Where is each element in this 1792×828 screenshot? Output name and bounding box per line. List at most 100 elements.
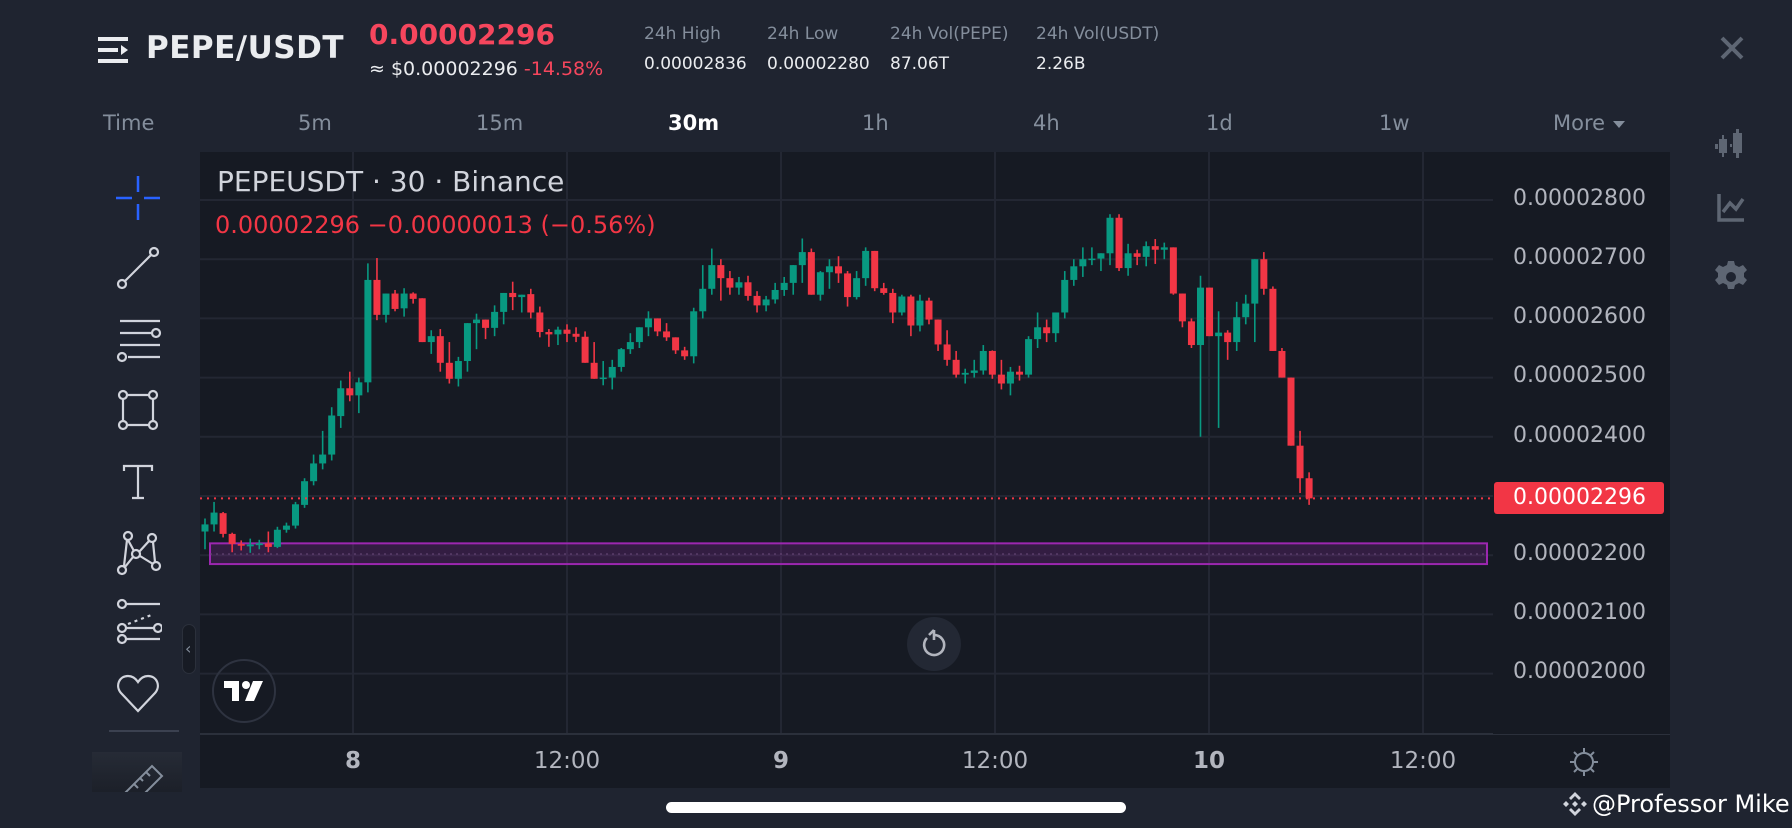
candle-body	[599, 377, 607, 380]
candle-body	[717, 265, 725, 279]
candle-body	[907, 296, 915, 326]
chart-legend-values: 0.00002296 −0.00000013 (−0.56%)	[215, 211, 656, 239]
time-axis-label: 12:00	[533, 748, 601, 774]
candle-body	[228, 533, 236, 544]
stat-label: 24h Low	[767, 24, 839, 44]
candle-body	[1169, 247, 1177, 294]
fib-retracement-tool[interactable]	[114, 315, 162, 363]
trading-pair[interactable]: PEPE/USDT	[146, 30, 344, 66]
time-axis-label: 12:00	[1389, 748, 1457, 774]
price-axis-label: 0.00002100	[1513, 600, 1646, 625]
settings-gear-icon[interactable]	[1714, 260, 1748, 294]
candle-body	[635, 327, 643, 343]
candle-body	[735, 282, 743, 288]
candle-body	[255, 543, 263, 546]
candle-body	[889, 292, 897, 313]
candle-body	[445, 362, 453, 379]
candle-body	[880, 288, 888, 293]
candle-body	[1296, 445, 1304, 479]
candle-body	[1251, 259, 1259, 304]
tab-5m[interactable]: 5m	[298, 111, 332, 135]
candle-body	[654, 318, 661, 332]
last-price: 0.00002296	[369, 18, 555, 51]
candle-body	[1052, 312, 1060, 334]
tab-15m[interactable]: 15m	[476, 111, 524, 135]
tradingview-logo[interactable]	[212, 659, 276, 723]
tab-4h[interactable]: 4h	[1033, 111, 1060, 135]
candle-body	[1088, 258, 1096, 261]
time-label: Time	[103, 111, 155, 135]
home-indicator[interactable]	[666, 802, 1126, 813]
candle-body	[961, 372, 969, 375]
price-axis-label: 0.00002600	[1513, 304, 1646, 329]
candle-body	[1142, 246, 1150, 257]
candle-body	[301, 481, 309, 505]
crosshair-tool[interactable]	[114, 174, 162, 222]
measure-tool[interactable]	[92, 752, 182, 792]
candle-body	[672, 337, 680, 351]
candle-body	[626, 342, 634, 350]
candle-body	[572, 333, 580, 337]
candle-body	[201, 524, 209, 532]
candle-body	[319, 454, 327, 464]
indicators-icon[interactable]	[1714, 191, 1748, 225]
price-axis-label: 0.00002200	[1513, 541, 1646, 566]
candle-body	[789, 265, 797, 283]
caret-down-icon	[1613, 120, 1626, 128]
candle-body	[337, 388, 345, 417]
tab-30m[interactable]: 30m	[668, 111, 720, 135]
candle-body	[1115, 217, 1123, 269]
favorite-heart-icon	[117, 674, 159, 713]
candle-body	[436, 336, 444, 363]
candle-body	[690, 311, 698, 357]
theme-sun-icon[interactable]	[1568, 746, 1600, 778]
candle-body	[1124, 253, 1132, 269]
favorites-tool[interactable]	[114, 669, 162, 717]
rectangle-tool[interactable]	[114, 386, 162, 434]
candle-type-icon[interactable]	[1714, 129, 1748, 163]
candle-body	[1016, 371, 1023, 375]
candle-body	[1215, 332, 1223, 337]
close-icon[interactable]	[1718, 34, 1746, 62]
stat-24h-high: 24h High 0.00002836	[644, 24, 747, 74]
prediction-tool[interactable]	[114, 598, 162, 646]
tab-1w[interactable]: 1w	[1379, 111, 1410, 135]
candle-body	[1287, 377, 1295, 446]
current-price-tag: 0.00002296	[1494, 482, 1664, 514]
price-axis-bg	[1493, 152, 1670, 734]
candle-body	[364, 279, 372, 383]
candle-body	[753, 295, 761, 306]
tab-1d[interactable]: 1d	[1206, 111, 1233, 135]
candle-body	[210, 512, 218, 525]
candle-body	[1006, 371, 1014, 384]
prediction-icon	[116, 598, 162, 645]
support-zone-rectangle[interactable]	[209, 542, 1488, 566]
more-intervals-dropdown[interactable]: More	[1553, 111, 1626, 135]
trend-line-tool[interactable]	[114, 244, 162, 292]
candle-body	[373, 279, 381, 315]
candle-body	[473, 319, 480, 324]
candle-body	[1278, 350, 1286, 378]
pattern-tool[interactable]	[114, 528, 162, 576]
candle-body	[925, 300, 933, 320]
price-axis-label: 0.00002500	[1513, 363, 1646, 388]
candle-body	[409, 293, 417, 299]
candle-body	[1097, 253, 1105, 259]
time-axis-label: 8	[344, 748, 362, 774]
text-tool[interactable]	[114, 457, 162, 505]
candle-body	[608, 366, 616, 378]
candlestick-plot[interactable]	[200, 152, 1670, 788]
price-chart[interactable]: PEPEUSDT · 30 · Binance 0.00002296 −0.00…	[200, 152, 1670, 788]
reset-chart-button[interactable]	[907, 617, 961, 671]
candle-body	[726, 278, 734, 288]
markets-menu-icon[interactable]	[98, 34, 130, 66]
collapse-toolbar-button[interactable]: ‹	[182, 624, 196, 674]
text-icon	[122, 464, 154, 500]
pattern-icon	[116, 530, 162, 576]
candle-body	[916, 300, 924, 326]
candle-body	[708, 265, 716, 289]
toolbar-divider	[109, 730, 179, 732]
tab-1h[interactable]: 1h	[862, 111, 889, 135]
candle-body	[355, 382, 363, 396]
candle-body	[934, 319, 942, 345]
